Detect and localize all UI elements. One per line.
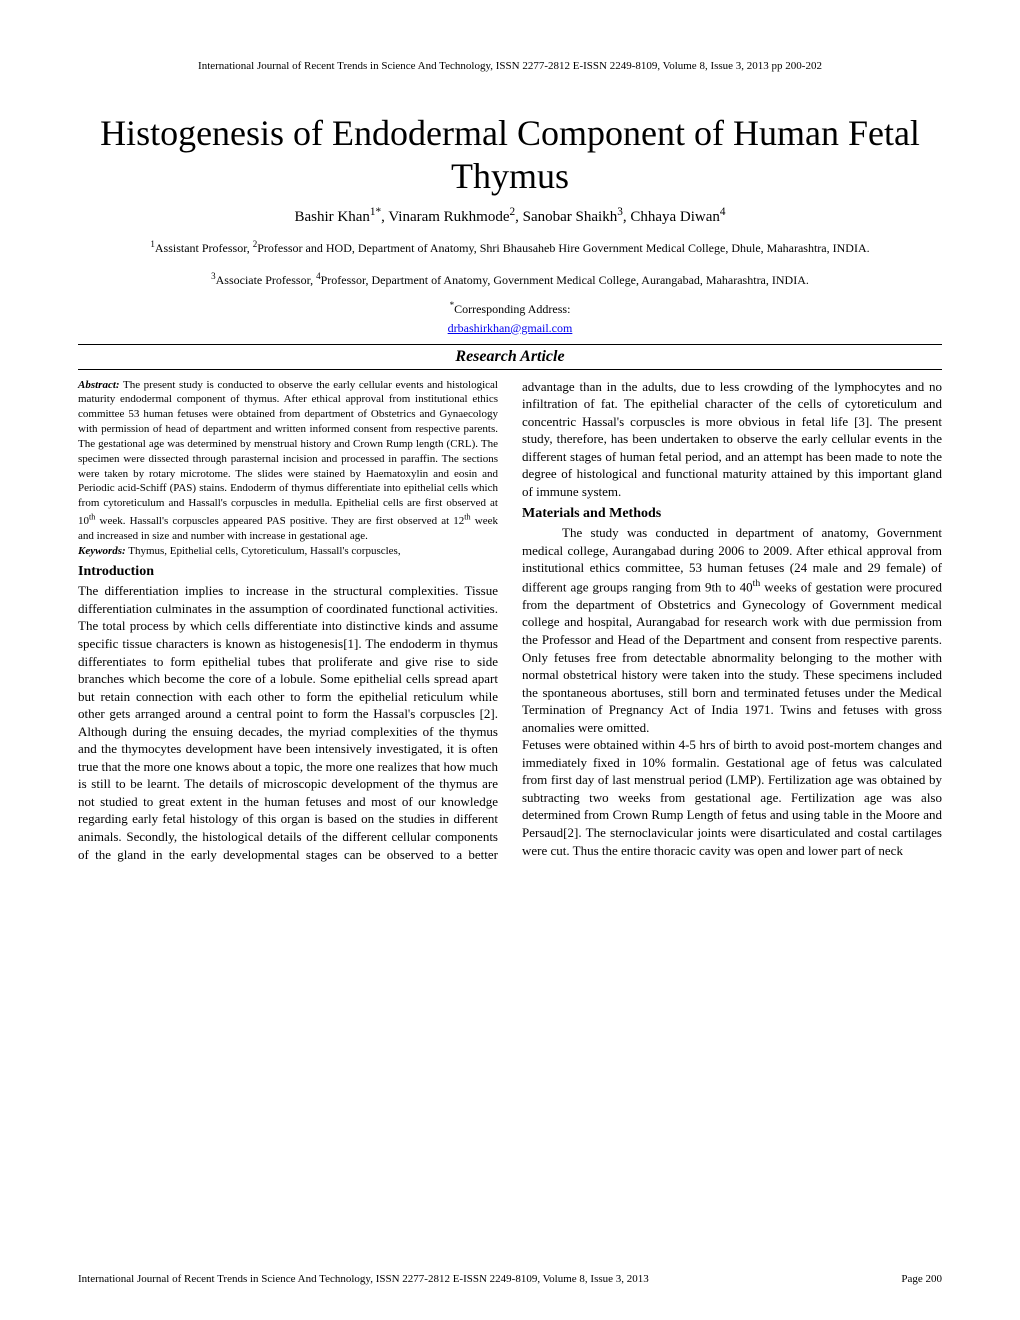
affiliation-1: 1Assistant Professor, 2Professor and HOD… xyxy=(78,236,942,260)
article-body: Abstract: The present study is conducted… xyxy=(78,378,942,864)
page-footer: International Journal of Recent Trends i… xyxy=(78,1273,942,1285)
article-title: Histogenesis of Endodermal Component of … xyxy=(78,112,942,198)
abstract-content: The present study is conducted to observ… xyxy=(78,379,498,542)
email-link[interactable]: drbashirkhan@gmail.com xyxy=(448,321,573,335)
abstract-label: Abstract: xyxy=(78,379,120,391)
corresponding-email: drbashirkhan@gmail.com xyxy=(78,321,942,336)
materials-text-1: The study was conducted in department of… xyxy=(522,524,942,736)
affiliation-2: 3Associate Professor, 4Professor, Depart… xyxy=(78,268,942,292)
authors-list: Bashir Khan1*, Vinaram Rukhmode2, Sanoba… xyxy=(78,206,942,226)
article-type-label: Research Article xyxy=(78,344,942,370)
footer-journal-info: International Journal of Recent Trends i… xyxy=(78,1273,649,1285)
keywords-content: Thymus, Epithelial cells, Cytoreticulum,… xyxy=(126,545,401,557)
keywords-label: Keywords: xyxy=(78,545,126,557)
journal-header: International Journal of Recent Trends i… xyxy=(78,60,942,72)
footer-page-number: Page 200 xyxy=(901,1273,942,1285)
keywords-block: Keywords: Thymus, Epithelial cells, Cyto… xyxy=(78,544,498,559)
materials-text-2: Fetuses were obtained within 4-5 hrs of … xyxy=(522,736,942,859)
corresponding-address-label: *Corresponding Address: xyxy=(78,300,942,317)
abstract-block: Abstract: The present study is conducted… xyxy=(78,378,498,544)
introduction-heading: Introduction xyxy=(78,564,498,580)
materials-heading: Materials and Methods xyxy=(522,506,942,522)
